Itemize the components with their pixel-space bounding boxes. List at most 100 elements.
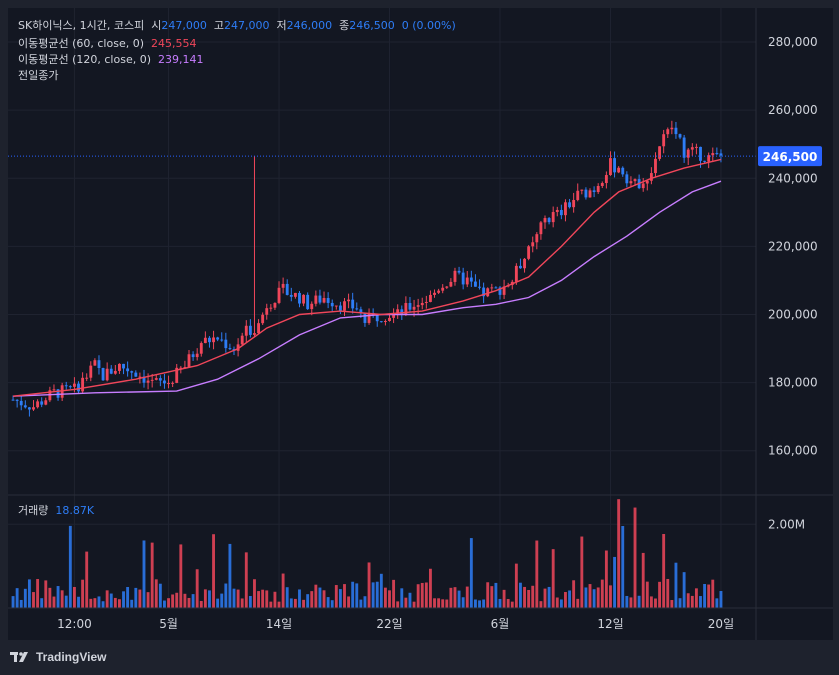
- volume-bar: [555, 597, 559, 608]
- legend-symbol[interactable]: SK하이닉스, 1시간, 코스피: [18, 19, 145, 32]
- candle-body: [281, 283, 285, 288]
- volume-bar: [707, 584, 711, 608]
- volume-bar: [232, 588, 236, 608]
- time-tick-label: 6월: [491, 617, 510, 631]
- volume-bar: [449, 587, 453, 608]
- candle-body: [531, 242, 535, 247]
- legend-high-value: 247,000: [224, 19, 270, 32]
- volume-bar: [543, 588, 547, 608]
- candle-body: [457, 270, 461, 273]
- candle-body: [568, 202, 571, 208]
- candle-body: [662, 134, 666, 147]
- candle-body: [343, 301, 346, 311]
- chart-plot[interactable]: 280,000 260,000 240,000 220,000 200,000 180,0…: [8, 8, 833, 640]
- candle-body: [52, 389, 56, 391]
- volume-bar: [142, 540, 146, 608]
- price-tick-label: 280,000: [768, 35, 818, 49]
- candle-body: [122, 363, 125, 369]
- volume-bar: [592, 589, 596, 608]
- volume-bar: [658, 581, 662, 608]
- candle-body: [490, 287, 494, 289]
- volume-bar: [359, 599, 363, 608]
- candle-body: [89, 365, 93, 378]
- candle-body: [379, 321, 383, 323]
- volume-bar: [621, 526, 625, 608]
- candle-body: [11, 399, 15, 401]
- volume-bar: [19, 599, 23, 608]
- candle-body: [580, 189, 584, 191]
- volume-bar: [486, 582, 490, 608]
- volume-bar: [600, 579, 604, 608]
- candle-body: [72, 383, 76, 387]
- volume-bar: [306, 594, 310, 608]
- candle-body: [682, 137, 686, 158]
- volume-bar: [666, 578, 670, 608]
- volume-bar: [293, 598, 297, 608]
- volume-bar: [392, 579, 396, 608]
- candle-body: [514, 265, 518, 282]
- volume-bar: [154, 579, 158, 608]
- candle-body: [19, 400, 23, 406]
- volume-bar: [367, 562, 371, 608]
- volume-bar: [682, 572, 686, 608]
- volume-bar: [686, 593, 690, 608]
- candle-body: [641, 183, 645, 189]
- grid-lines: [8, 8, 756, 608]
- volume-bar: [388, 590, 391, 608]
- candle-body: [703, 160, 707, 162]
- volume-bar: [167, 598, 170, 608]
- volume-bar: [690, 595, 694, 608]
- volume-bar: [330, 600, 334, 608]
- legend-prev-close[interactable]: 전일종가: [18, 69, 58, 83]
- volume-bar: [97, 596, 101, 608]
- volume-bar: [404, 597, 408, 608]
- volume-bar: [338, 589, 342, 608]
- legend-close-value: 246,500: [349, 19, 395, 32]
- volume-bar: [678, 598, 682, 608]
- candle-body: [375, 314, 379, 322]
- candle-body: [482, 287, 486, 297]
- price-tick-label: 200,000: [768, 308, 818, 322]
- candle-body: [707, 155, 711, 162]
- volume-bar: [347, 596, 351, 608]
- candle-body: [77, 383, 80, 392]
- candle-body: [113, 370, 117, 374]
- chart-frame[interactable]: 280,000 260,000 240,000 220,000 200,000 180,0…: [8, 8, 833, 640]
- legend-ma120[interactable]: 이동평균선 (120, close, 0) 239,141: [18, 53, 204, 67]
- candle-body: [134, 372, 138, 377]
- candle-body: [658, 146, 662, 159]
- candle-body: [44, 400, 48, 405]
- candle-body: [158, 378, 162, 381]
- volume-bar: [118, 599, 121, 608]
- ma120-line: [12, 180, 722, 397]
- legend-ma60[interactable]: 이동평균선 (60, close, 0) 245,554: [18, 37, 197, 51]
- volume-bar: [77, 596, 80, 608]
- volume-bar: [510, 601, 514, 608]
- candle-body: [330, 302, 334, 307]
- candle-body: [277, 287, 281, 303]
- candle-body: [437, 290, 441, 293]
- time-tick-label: 22일: [376, 617, 402, 631]
- candle-body: [400, 309, 404, 315]
- candle-body: [686, 149, 690, 158]
- legend-volume[interactable]: 거래량 18.87K: [18, 504, 94, 518]
- volume-bar: [109, 593, 113, 608]
- candle-body: [633, 179, 637, 182]
- volume-bar: [257, 591, 260, 608]
- volume-bar: [379, 573, 383, 608]
- axes: 280,000 260,000 240,000 220,000 200,000 180,0…: [8, 35, 822, 631]
- candle-body: [257, 323, 260, 334]
- volume-bar: [645, 581, 649, 608]
- volume-bar: [494, 582, 498, 608]
- candle-body: [445, 286, 449, 288]
- prev-close-label: 전일종가: [18, 69, 59, 82]
- ma120-value: 239,141: [158, 53, 204, 66]
- volume-bar: [179, 544, 183, 608]
- price-tick-label: 160,000: [768, 444, 818, 458]
- volume-bar: [351, 581, 355, 608]
- candle-body: [674, 127, 678, 135]
- candle-body: [310, 303, 314, 310]
- volume-bar: [551, 549, 555, 608]
- tradingview-logo[interactable]: TradingView: [10, 650, 106, 664]
- volume-bar: [310, 591, 314, 608]
